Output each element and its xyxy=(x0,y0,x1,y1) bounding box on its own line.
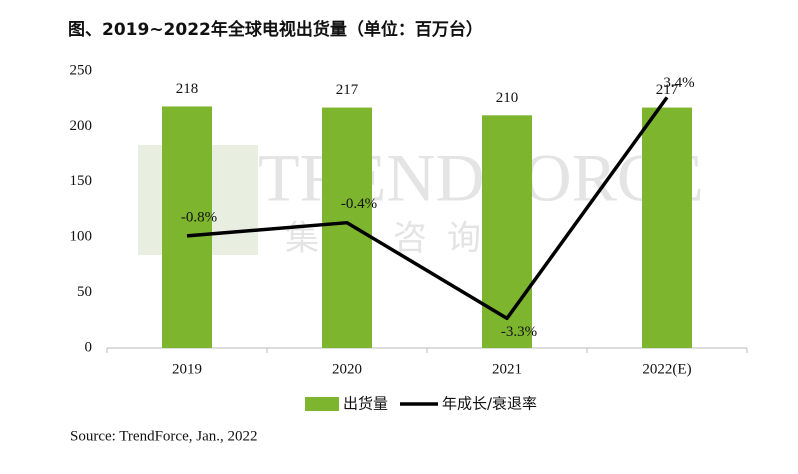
y-tick-label: 100 xyxy=(70,229,93,245)
legend-label: 年成长/衰退率 xyxy=(442,395,537,413)
bar xyxy=(322,107,372,349)
legend-label: 出货量 xyxy=(343,395,388,413)
chart-title: 图、2019~2022年全球电视出货量（单位：百万台） xyxy=(68,19,483,40)
line xyxy=(186,96,669,321)
line-label: 3.4% xyxy=(663,75,694,91)
legend-swatch xyxy=(305,397,339,411)
bar xyxy=(642,107,692,349)
bar xyxy=(162,106,212,349)
x-tick-label: 2020 xyxy=(332,361,362,377)
bar xyxy=(482,115,532,348)
bar-label: 210 xyxy=(496,90,519,106)
y-tick-label: 0 xyxy=(85,339,93,355)
x-tick-label: 2021 xyxy=(492,361,522,377)
y-tick-label: 150 xyxy=(70,173,93,189)
line-label: -0.8% xyxy=(181,209,217,225)
bar-label: 218 xyxy=(176,81,199,97)
line-label: -0.4% xyxy=(341,196,377,212)
bar-label: 217 xyxy=(336,82,359,98)
x-tick-label: 2019 xyxy=(172,361,202,377)
bar-label: 217 xyxy=(656,82,679,98)
y-tick-label: 200 xyxy=(70,118,93,134)
source: Source: TrendForce, Jan., 2022 xyxy=(70,428,258,444)
x-tick-label: 2022(E) xyxy=(642,361,691,377)
line-label: -3.3% xyxy=(501,324,537,340)
y-tick-label: 50 xyxy=(77,284,92,300)
y-tick-label: 250 xyxy=(70,62,93,78)
